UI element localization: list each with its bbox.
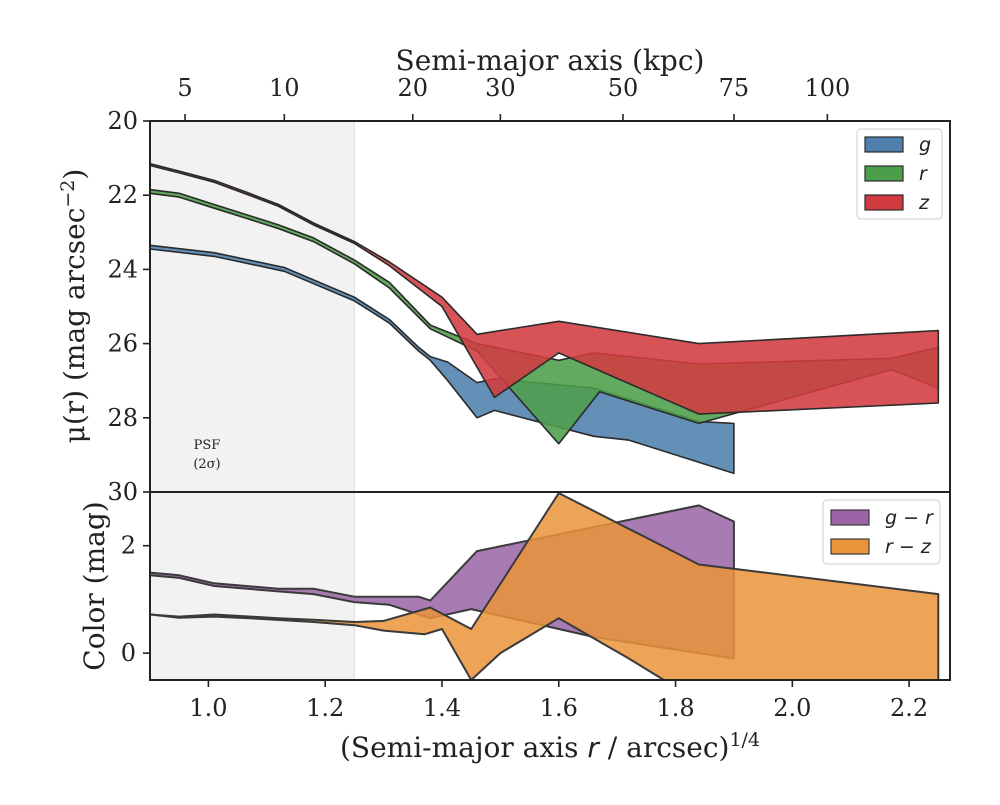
bottom-y-ticks: 02: [121, 532, 150, 667]
kpc-tick-label: 30: [485, 74, 516, 102]
legend-label-g-minus-r: g − r: [885, 507, 934, 529]
y-tick-label: 22: [107, 181, 138, 209]
kpc-tick-label: 75: [719, 74, 750, 102]
y-tick-label: 26: [107, 330, 138, 358]
bottom-panel-areas: [150, 492, 940, 680]
psf-label: PSF: [194, 438, 221, 453]
color-y-tick-label: 2: [121, 532, 136, 560]
top-y-axis-title: μ(r) (mag arcsec−2): [57, 169, 91, 444]
top-panel-areas: [149, 162, 940, 475]
x-axis-title-sup: 1/4: [729, 729, 760, 751]
band-r-minus-z: [150, 492, 940, 680]
legend-swatch-r-minus-z: [830, 538, 870, 555]
x-tick-label: 1.6: [540, 694, 578, 722]
y-tick-label: 28: [107, 404, 138, 432]
kpc-tick-label: 10: [269, 74, 300, 102]
top-y-axis-title-main: μ(r) (mag arcsec: [58, 208, 91, 444]
x-tick-label: 1.2: [306, 694, 344, 722]
color-y-tick-label: 0: [121, 639, 136, 667]
legend-label-z: z: [918, 192, 930, 214]
x-tick-label: 2.2: [890, 694, 928, 722]
kpc-tick-label: 100: [804, 74, 850, 102]
legend-swatch-g: [864, 136, 904, 153]
top-y-ticks: 20 22 24 26 28 30: [107, 107, 150, 506]
x-tick-label: 1.0: [189, 694, 227, 722]
kpc-tick-label: 20: [398, 74, 429, 102]
bottom-panel: 02 1.0 1.2 1.4 1.6 1.8 2.0 2.2 Color (mag) (Se…: [78, 491, 951, 764]
kpc-tick-label: 50: [608, 74, 639, 102]
x-axis-title-main: (Semi-major axis: [340, 731, 587, 764]
y-tick-label: 30: [107, 478, 138, 506]
bottom-y-axis-title: Color (mag): [78, 501, 111, 670]
bottom-panel-frame: [149, 491, 951, 681]
y-tick-label: 20: [107, 107, 138, 135]
x-tick-label: 1.8: [656, 694, 694, 722]
top-y-axis-title-sup: −2: [57, 180, 79, 208]
y-tick-label: 24: [107, 255, 138, 283]
x-axis-title-r: r: [587, 731, 600, 764]
kpc-tick-label: 5: [177, 74, 192, 102]
top-x-ticks-kpc: 5 10 20 30 50 75 100: [177, 74, 850, 121]
legend-label-r: r: [919, 163, 928, 185]
band-g: [149, 244, 735, 475]
bottom-x-ticks: 1.0 1.2 1.4 1.6 1.8 2.0 2.2: [189, 680, 928, 722]
x-tick-label: 2.0: [773, 694, 811, 722]
bottom-x-axis-title: (Semi-major axis r / arcsec)1/4: [340, 729, 760, 764]
top-legend: grz: [856, 128, 943, 220]
band-z: [149, 162, 940, 415]
psf-shaded-region: [150, 121, 355, 492]
x-axis-title-rest: / arcsec): [599, 731, 730, 764]
x-tick-label: 1.4: [423, 694, 461, 722]
legend-swatch-z: [864, 194, 904, 211]
bottom-legend: g − r r − z: [822, 499, 941, 565]
legend-label-g: g: [919, 134, 931, 156]
psf-sigma-label: (2σ): [193, 457, 220, 472]
legend-swatch-g-minus-r: [830, 509, 870, 526]
legend-swatch-r: [864, 165, 904, 182]
top-panel: 20 22 24 26 28 30 5 10 20 30 50 75 100 PSF (2σ) Sem…: [57, 44, 951, 506]
top-axis-title: Semi-major axis (kpc): [396, 44, 705, 77]
top-y-axis-title-close: ): [58, 169, 91, 180]
legend-label-r-minus-z: r − z: [885, 536, 932, 558]
